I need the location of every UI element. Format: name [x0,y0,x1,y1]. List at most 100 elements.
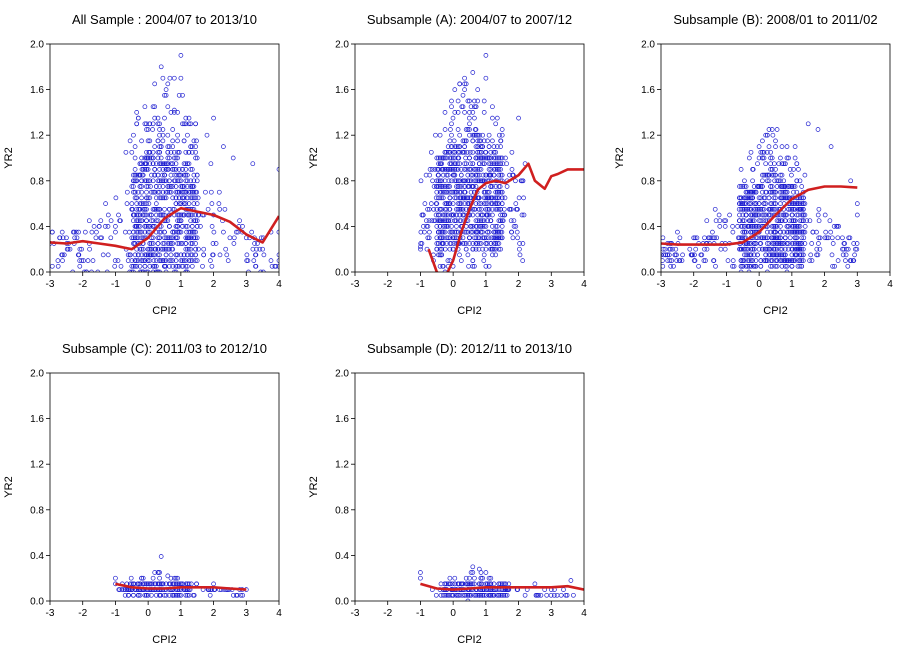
data-point [465,581,471,587]
data-point [460,235,466,241]
data-point [499,218,505,224]
data-point [498,581,503,587]
data-point [797,258,803,263]
data-point [486,575,492,581]
data-point [173,201,179,206]
data-point [96,224,102,229]
data-point [519,178,524,184]
data-point [451,138,457,144]
data-point [490,201,495,206]
data-point [773,263,778,269]
data-point [468,167,474,172]
data-point [124,189,130,195]
data-point [442,229,448,235]
data-point [440,184,446,189]
data-point [171,110,177,115]
x-axis-label: CPI2 [152,634,176,646]
data-point [144,178,149,184]
data-point [233,229,239,235]
data-point [488,161,494,167]
data-point [799,201,805,206]
data-point [756,195,762,201]
data-point [209,224,215,229]
data-point [490,252,495,258]
data-point [175,218,180,224]
data-point [480,178,485,184]
data-point [454,592,459,598]
data-point [470,258,476,263]
data-point [175,241,180,246]
data-point [418,570,423,575]
data-point [480,132,485,138]
data-point [494,161,500,167]
data-point [481,189,487,195]
y-tick-label: 0.8 [30,505,44,516]
data-point [771,201,777,206]
data-point [134,195,140,201]
data-point [460,104,466,110]
data-point [473,144,479,149]
data-point [129,201,135,206]
data-point [808,252,814,258]
data-point [778,172,783,178]
data-point [791,241,796,246]
data-point [76,229,81,235]
data-point [442,201,448,206]
data-point [816,235,822,241]
data-point [758,218,764,224]
data-point [460,581,466,587]
data-point [89,269,94,272]
data-point [192,258,198,263]
data-point [755,252,760,258]
data-point [674,258,680,263]
data-point [131,235,136,241]
data-point [494,229,500,235]
data-point [760,189,765,195]
data-point [222,206,228,212]
data-point [253,252,259,258]
data-point [508,218,514,224]
data-point [766,246,772,252]
data-point [157,167,162,172]
data-point [171,581,177,587]
data-point [171,167,177,172]
data-point [768,184,773,189]
data-point [183,263,189,269]
data-point [131,263,136,269]
data-point [442,246,448,252]
data-point [737,195,742,201]
data-point [186,246,192,252]
data-point [181,121,187,127]
data-point [211,581,216,587]
data-point [716,212,722,218]
data-point [447,581,453,587]
data-point [481,138,487,144]
data-point [155,189,161,195]
data-point [778,246,783,252]
data-point [786,258,791,263]
data-point [178,229,184,235]
data-point [571,592,576,598]
data-point [57,235,62,241]
data-point [254,246,259,252]
data-point [153,218,159,224]
data-point [185,212,190,218]
data-point [209,201,215,206]
data-point [467,184,472,189]
data-point [102,224,108,229]
data-point [796,246,801,252]
data-point [137,201,143,206]
data-point [496,246,502,252]
data-point [748,212,754,218]
y-axis-label: YR2 [308,147,320,168]
data-point [447,167,453,172]
data-point [478,575,484,581]
data-point [476,246,482,252]
data-point [437,246,443,252]
data-point [178,75,184,81]
data-point [188,212,194,218]
data-point [181,138,187,144]
data-point [773,241,778,246]
data-point [160,184,166,189]
data-point [231,592,236,598]
